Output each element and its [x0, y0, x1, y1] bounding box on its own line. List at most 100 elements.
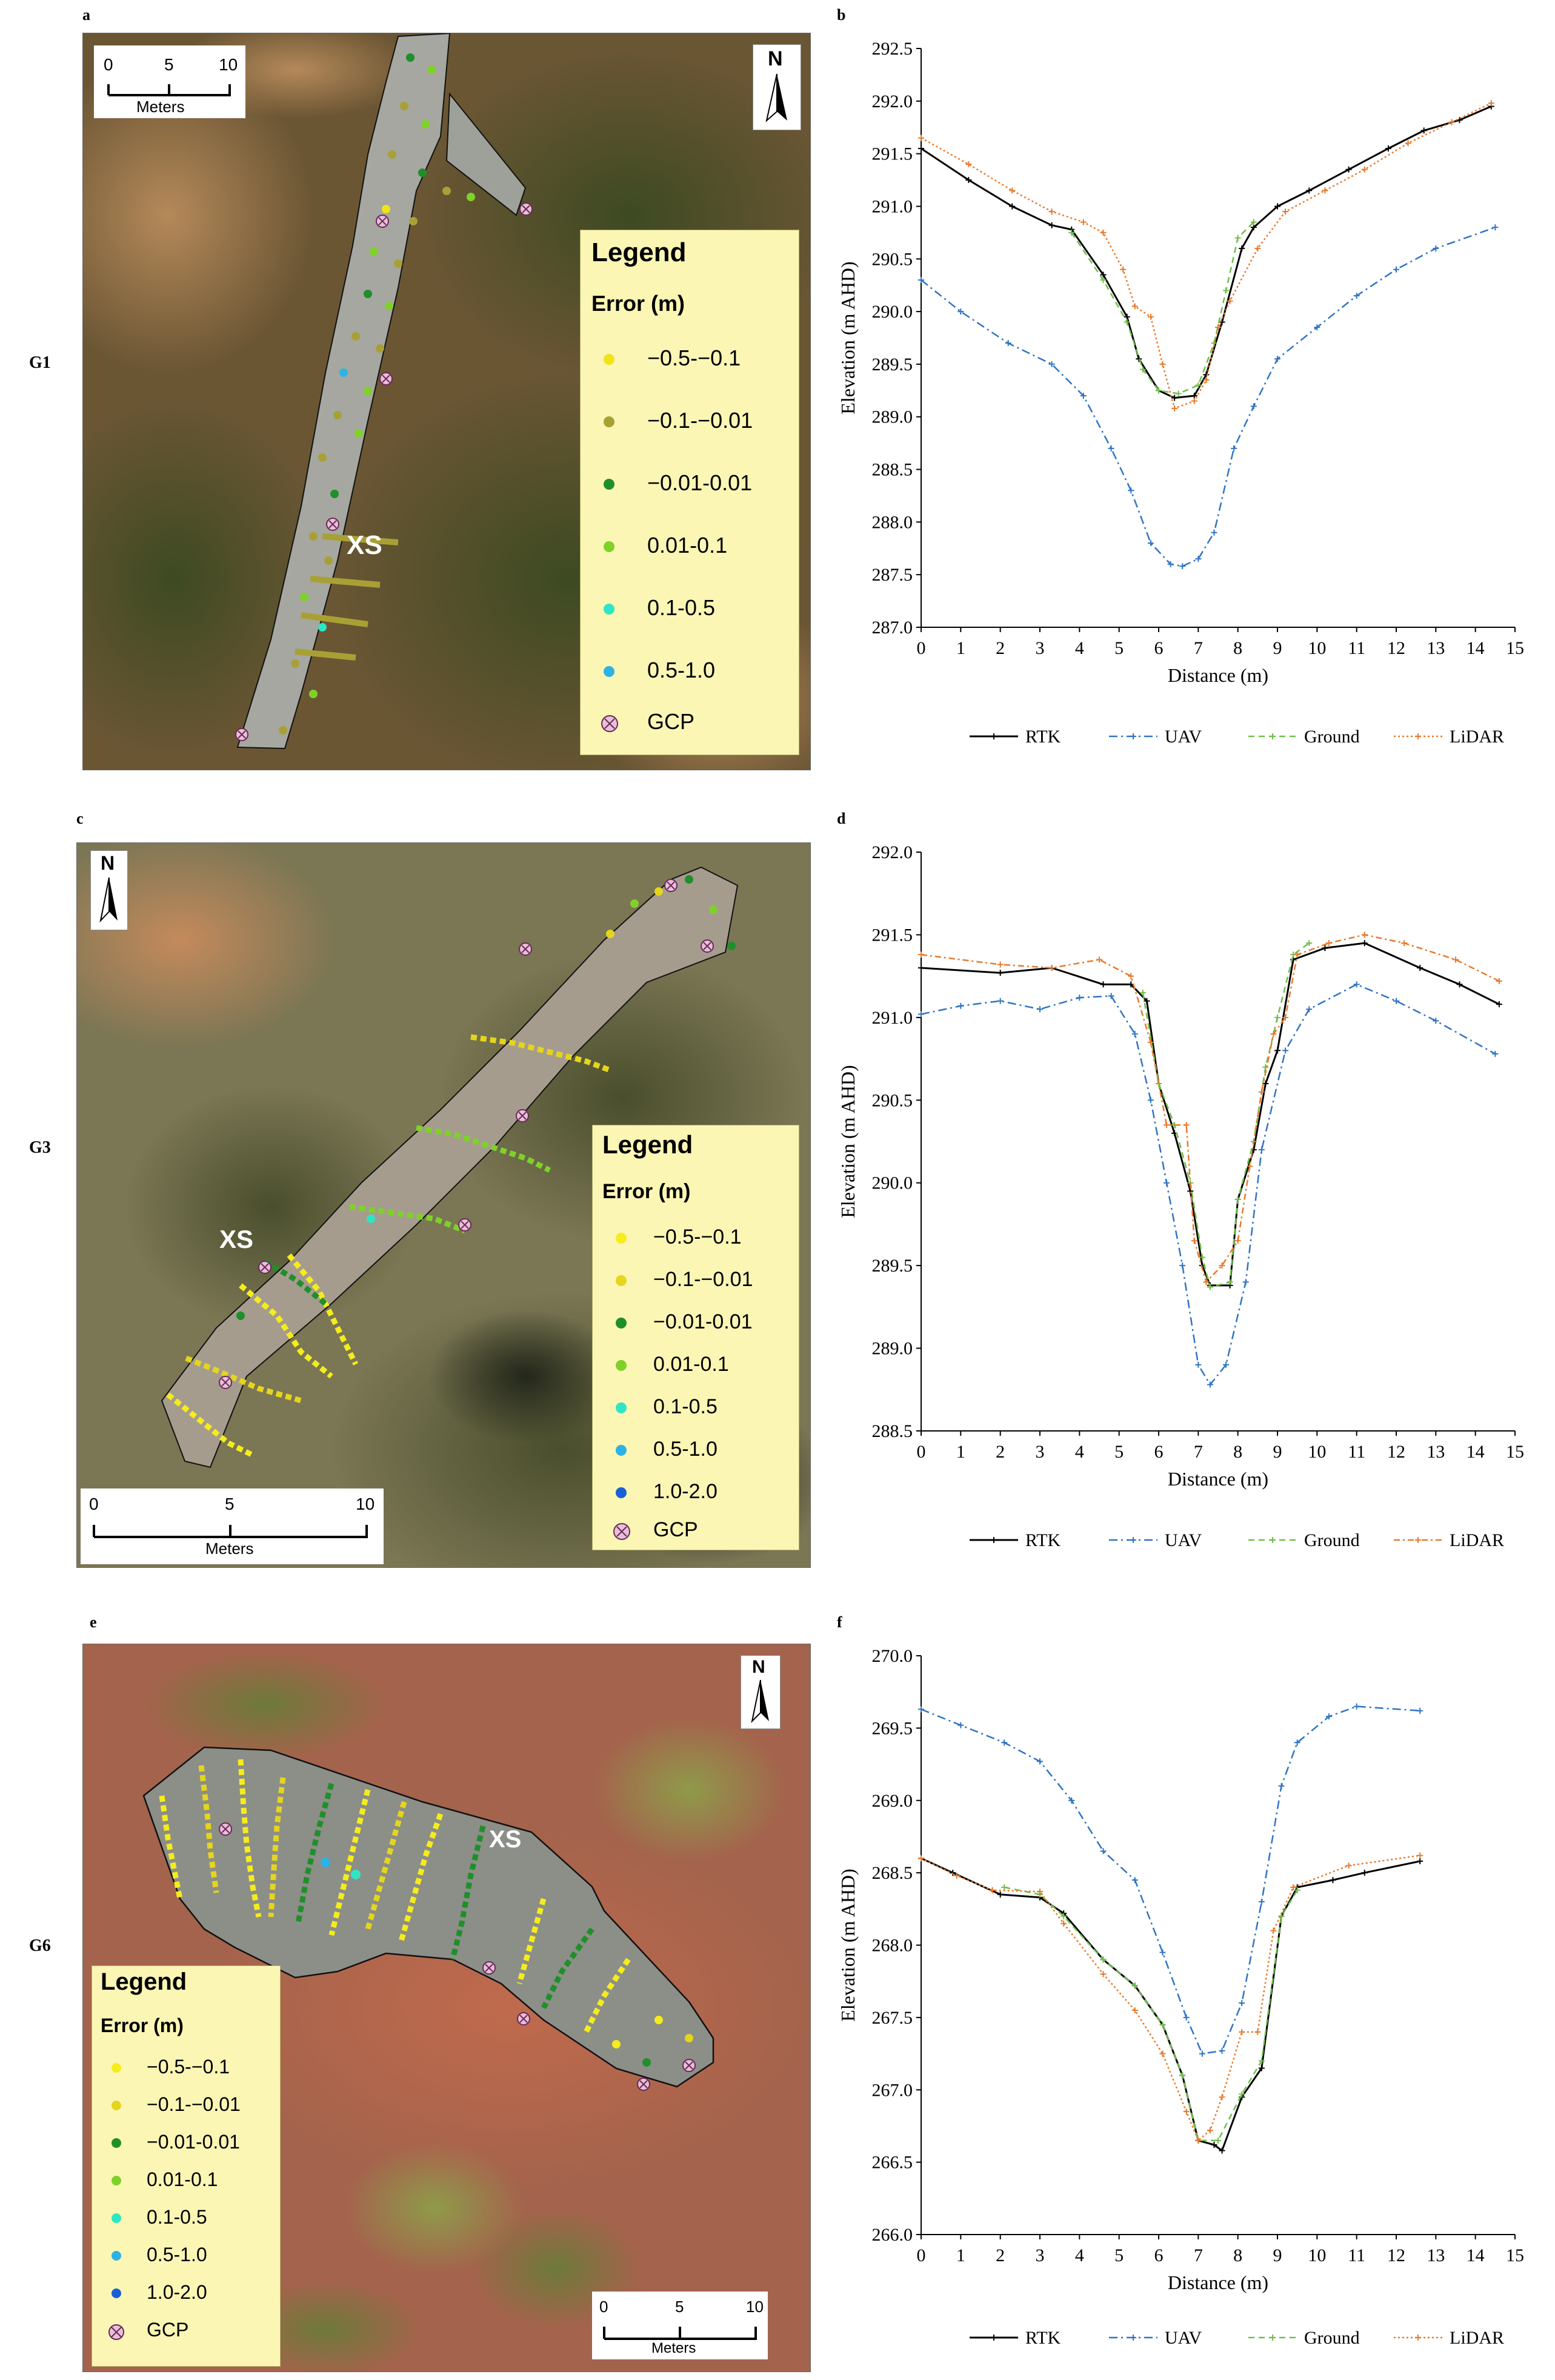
error-points-g1 — [279, 53, 475, 735]
data-point-ground — [1274, 1014, 1280, 1021]
legend-label: LiDAR — [1450, 727, 1504, 747]
panel-letter-d: d — [837, 810, 846, 827]
legend-marker — [1415, 733, 1421, 739]
data-point-lidar — [1254, 245, 1261, 252]
data-point-uav — [1353, 981, 1360, 988]
legend-item-4: 0.1-0.5 — [92, 2206, 280, 2233]
legend-entry-ground: Ground — [1248, 727, 1360, 747]
data-point-rtk — [1136, 356, 1142, 362]
data-point-uav — [1314, 324, 1320, 331]
x-tick-label: 12 — [1387, 638, 1405, 658]
data-point-rtk — [1496, 1001, 1502, 1008]
data-point-lidar — [989, 1887, 996, 1893]
x-tick-label: 8 — [1233, 638, 1242, 658]
x-tick-label: 8 — [1233, 2245, 1242, 2265]
data-point-uav — [1076, 995, 1083, 1001]
data-point-lidar — [1290, 1884, 1297, 1890]
legend-title: Legend — [602, 1130, 693, 1159]
legend-item-0: −0.5-−0.1 — [92, 2056, 280, 2082]
data-point-rtk — [950, 1870, 956, 1876]
data-point-rtk — [1330, 1877, 1336, 1884]
series-line-lidar — [921, 934, 1500, 1283]
legend-item-3: 0.01-0.1 — [593, 1353, 799, 1381]
data-point-rtk — [1219, 2147, 1225, 2154]
data-point-uav — [1195, 556, 1202, 562]
y-tick-label: 266.0 — [872, 2225, 913, 2245]
legend-label: UAV — [1165, 727, 1202, 747]
data-point-ground — [1258, 2058, 1265, 2064]
data-point-uav — [1199, 2050, 1205, 2057]
data-point-uav — [918, 1706, 924, 1713]
data-point-lidar — [1488, 100, 1494, 107]
scalebar-tick-10: 10 — [746, 2298, 764, 2316]
north-arrow-g1: N — [753, 44, 801, 130]
x-tick-label: 6 — [1154, 1442, 1164, 1462]
data-point-ground — [1159, 2021, 1166, 2028]
legend-label: LiDAR — [1450, 1530, 1504, 1550]
legend-subtitle: Error (m) — [101, 2015, 184, 2036]
data-point-lidar — [1417, 1852, 1423, 1859]
legend-entry-rtk: RTK — [970, 2328, 1061, 2348]
data-point-lidar — [1183, 2108, 1190, 2115]
data-point-ground — [1207, 1284, 1213, 1290]
data-point-rtk — [1322, 945, 1328, 952]
data-point-lidar — [1203, 1279, 1210, 1285]
x-tick-label: 0 — [917, 2245, 926, 2265]
chart-d: 288.5 289.0 289.5 290.0 290.5 291.0 291.5 292.0… — [830, 828, 1551, 1579]
data-point-lidar — [1164, 1122, 1170, 1128]
data-point-lidar — [1345, 1862, 1352, 1869]
data-point-rtk — [1417, 1858, 1423, 1865]
data-point-lidar — [1270, 1927, 1277, 1934]
y-tick-label: 267.0 — [872, 2080, 913, 2100]
data-point-lidar — [1096, 956, 1102, 963]
data-point-uav — [1492, 224, 1499, 231]
x-tick-label: 7 — [1194, 2245, 1203, 2265]
data-point-lidar — [1159, 2050, 1166, 2057]
gcp-markers-g1 — [235, 202, 533, 741]
data-point-lidar — [1131, 2007, 1138, 2013]
x-tick-label: 4 — [1075, 1442, 1084, 1462]
row-label-g3: G3 — [29, 1138, 51, 1157]
data-point-uav — [1108, 993, 1114, 999]
x-tick-label: 13 — [1427, 638, 1445, 658]
data-point-lidar — [1128, 973, 1134, 979]
data-point-uav — [997, 998, 1004, 1004]
data-point-lidar — [918, 952, 924, 958]
north-arrow-icon — [765, 73, 787, 122]
gcp-icon — [601, 715, 618, 732]
data-point-lidar — [1171, 405, 1178, 412]
x-tick-label: 2 — [996, 1442, 1005, 1462]
map-g3: XS N 0 5 10 Meters Legend Error (m) −0.5… — [76, 842, 811, 1568]
data-point-lidar — [1080, 219, 1087, 225]
data-point-rtk — [1420, 127, 1427, 134]
data-point-rtk — [1274, 1047, 1280, 1054]
data-point-uav — [957, 1002, 964, 1009]
data-point-rtk — [1191, 393, 1197, 399]
y-tick-label: 269.0 — [872, 1791, 913, 1811]
data-point-lidar — [997, 961, 1004, 968]
data-point-uav — [1179, 563, 1186, 570]
y-tick-label: 289.0 — [872, 407, 913, 427]
legend-marker — [1415, 2335, 1421, 2341]
x-tick-label: 7 — [1194, 638, 1203, 658]
elevation-profile-chart-g3: 288.5 289.0 289.5 290.0 290.5 291.0 291.5 292.0… — [837, 842, 1524, 1550]
x-tick-label: 2 — [996, 638, 1005, 658]
data-point-lidar — [1227, 298, 1233, 304]
data-point-lidar — [918, 1855, 924, 1862]
legend-marker — [991, 2335, 997, 2341]
x-tick-label: 9 — [1273, 2245, 1282, 2265]
panel-letter-e: e — [90, 1613, 97, 1631]
north-label: N — [752, 1657, 765, 1677]
data-point-lidar — [918, 135, 924, 141]
x-tick-label: 13 — [1427, 2245, 1445, 2265]
data-point-ground — [1179, 2072, 1186, 2079]
map-g1: XS 0 5 10 Meters N Legend Error (m) −0.5… — [82, 33, 811, 770]
row-label-g6: G6 — [29, 1936, 51, 1955]
legend-label: Ground — [1304, 1530, 1360, 1550]
scalebar-line — [107, 84, 231, 96]
data-point-lidar — [1239, 2028, 1245, 2035]
data-point-lidar — [1131, 303, 1138, 310]
legend-item-3: 0.01-0.1 — [92, 2168, 280, 2195]
data-point-uav — [1258, 1898, 1265, 1905]
scalebar-tick-10: 10 — [219, 55, 238, 74]
